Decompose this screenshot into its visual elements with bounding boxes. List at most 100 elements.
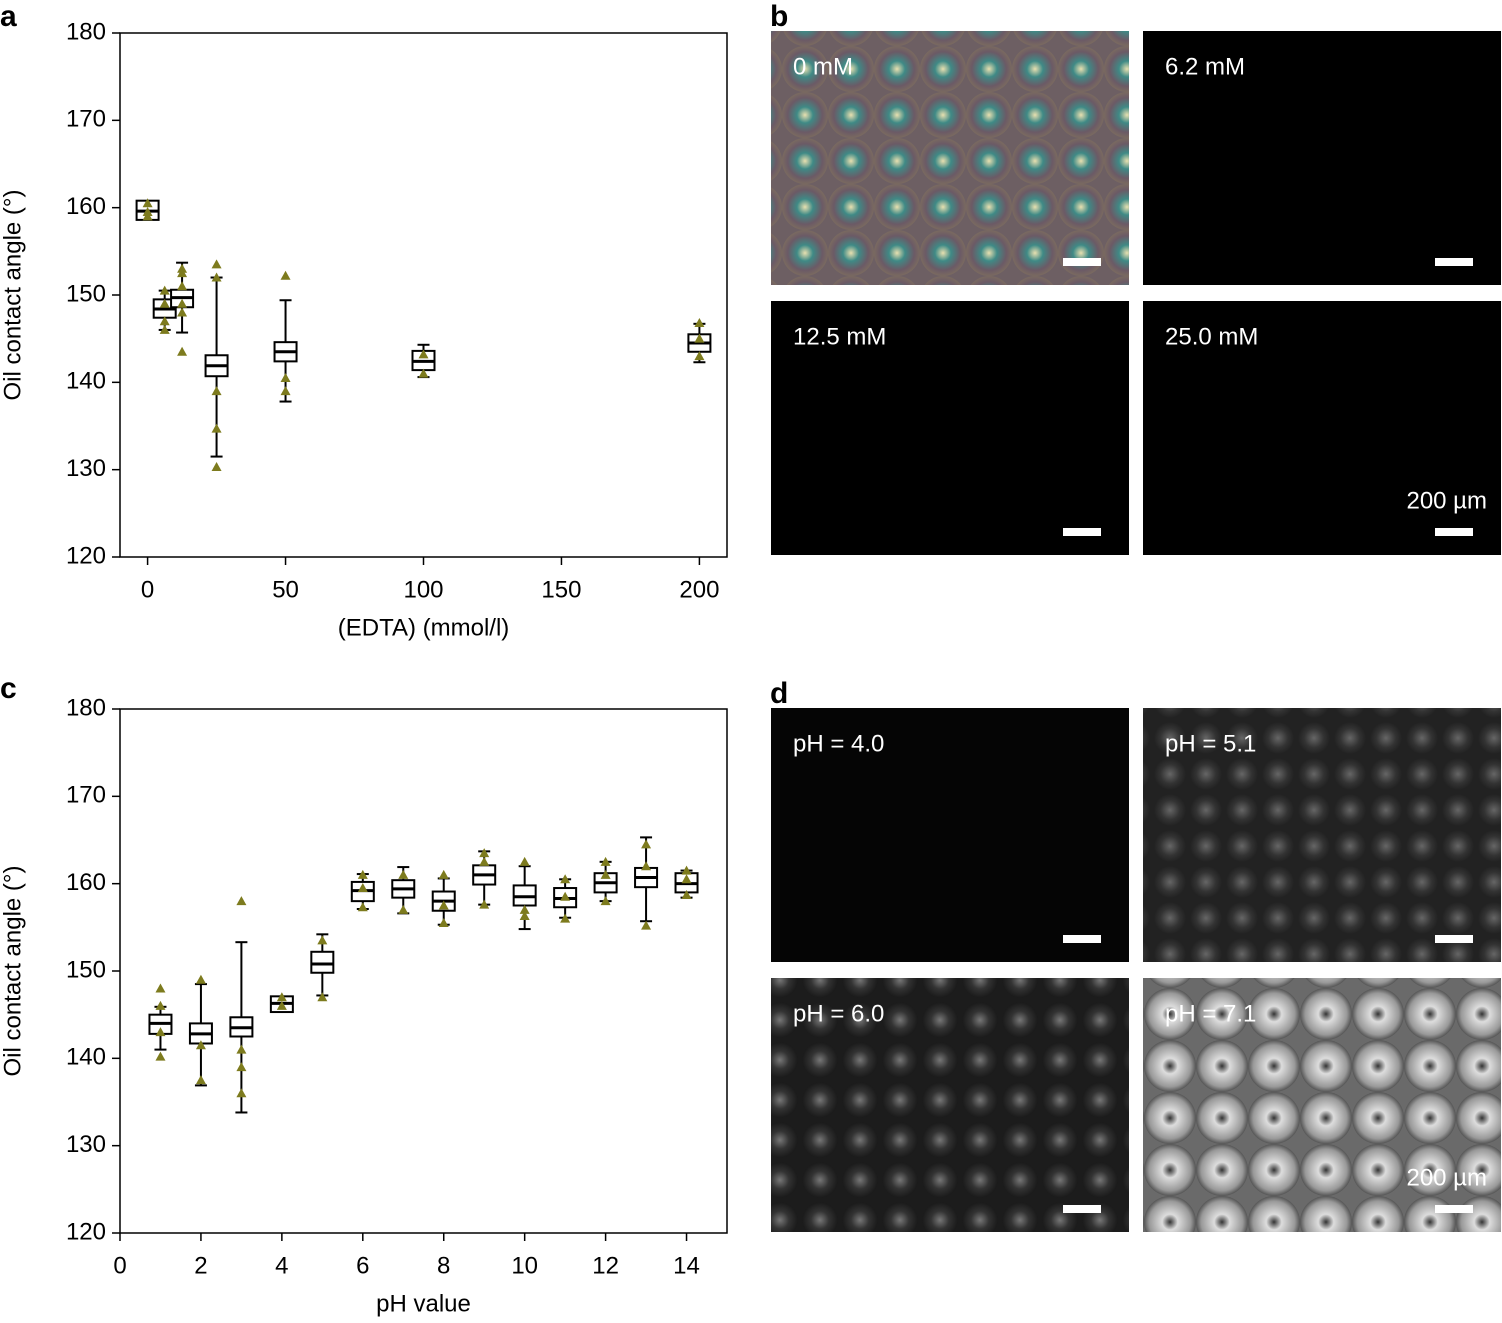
x-tick-label: 200	[679, 576, 719, 603]
data-point	[280, 270, 291, 280]
data-point	[560, 874, 571, 884]
tile-label: 25.0 mM	[1165, 323, 1258, 350]
data-point	[357, 902, 368, 912]
data-point	[519, 856, 530, 866]
data-point	[195, 1040, 206, 1050]
x-tick-label: 14	[673, 1252, 700, 1279]
micrograph	[771, 301, 1129, 555]
data-point	[418, 368, 429, 378]
tile-label: 12.5 mM	[793, 323, 886, 350]
data-point	[479, 856, 490, 866]
data-point	[236, 1088, 247, 1098]
data-point	[276, 992, 287, 1002]
micrograph	[1143, 301, 1501, 555]
data-point	[159, 298, 170, 308]
data-point	[211, 272, 222, 282]
data-point	[236, 1044, 247, 1054]
data-point	[177, 281, 188, 291]
data-point	[694, 333, 705, 343]
data-point	[155, 1000, 166, 1010]
y-tick-label: 170	[66, 782, 106, 809]
micrograph	[771, 978, 1129, 1232]
y-tick-label: 140	[66, 1044, 106, 1071]
data-point	[177, 268, 188, 278]
data-point	[438, 869, 449, 879]
micrograph	[1143, 708, 1501, 962]
data-point	[280, 372, 291, 382]
data-point	[317, 992, 328, 1002]
tile-label: pH = 7.1	[1165, 1000, 1256, 1027]
panel-label: c	[0, 672, 17, 705]
micrograph	[1143, 31, 1501, 285]
data-point	[155, 1027, 166, 1037]
data-point	[357, 869, 368, 879]
panel-label: d	[770, 677, 788, 710]
micrograph	[1143, 978, 1501, 1232]
box	[310, 950, 335, 974]
data-point	[177, 346, 188, 356]
data-point	[519, 904, 530, 914]
data-point	[398, 869, 409, 879]
data-point	[641, 861, 652, 871]
y-tick-label: 120	[66, 1218, 106, 1245]
panel-label: b	[770, 0, 788, 33]
plot-frame	[119, 708, 728, 1234]
y-tick-label: 160	[66, 193, 106, 220]
x-tick-label: 0	[141, 576, 154, 603]
scale-label: 200 µm	[1406, 487, 1487, 514]
data-point	[560, 913, 571, 923]
scale-bar	[1435, 258, 1473, 266]
scale-label: 200 µm	[1406, 1164, 1487, 1191]
scale-bar	[1063, 935, 1101, 943]
y-axis-label: Oil contact angle (°)	[0, 865, 26, 1076]
data-point	[681, 890, 692, 900]
scale-bar	[1063, 258, 1101, 266]
x-tick-label: 50	[272, 576, 299, 603]
data-point	[438, 917, 449, 927]
y-axis-label: Oil contact angle (°)	[0, 189, 26, 400]
data-point	[280, 386, 291, 396]
data-point	[155, 983, 166, 993]
x-tick-label: 150	[541, 576, 581, 603]
data-point	[211, 386, 222, 396]
data-point	[159, 285, 170, 295]
data-point	[236, 1062, 247, 1072]
y-tick-label: 160	[66, 869, 106, 896]
x-tick-label: 4	[275, 1252, 288, 1279]
x-axis-label: (EDTA) (mmol/l)	[338, 614, 510, 641]
y-tick-label: 150	[66, 956, 106, 983]
data-point	[159, 324, 170, 334]
data-point	[438, 900, 449, 910]
data-point	[600, 869, 611, 879]
data-point	[479, 848, 490, 858]
plot-frame	[119, 32, 728, 558]
data-point	[317, 935, 328, 945]
data-point	[418, 349, 429, 359]
y-tick-label: 150	[66, 280, 106, 307]
data-point	[560, 891, 571, 901]
scale-bar	[1435, 935, 1473, 943]
data-point	[600, 896, 611, 906]
data-point	[641, 920, 652, 930]
data-point	[694, 351, 705, 361]
data-point	[398, 904, 409, 914]
data-point	[142, 211, 153, 221]
scale-bar	[1435, 528, 1473, 536]
data-point	[641, 839, 652, 849]
x-axis-label: pH value	[376, 1290, 471, 1317]
y-tick-label: 170	[66, 106, 106, 133]
data-point	[195, 1075, 206, 1085]
tile-label: 0 mM	[793, 53, 853, 80]
data-point	[155, 1051, 166, 1061]
x-tick-label: 100	[403, 576, 443, 603]
data-point	[276, 1000, 287, 1010]
x-tick-label: 0	[113, 1252, 126, 1279]
micrograph	[771, 708, 1129, 962]
scale-bar	[1435, 1205, 1473, 1213]
data-point	[681, 865, 692, 875]
x-tick-label: 12	[592, 1252, 619, 1279]
data-point	[479, 899, 490, 909]
y-tick-label: 180	[66, 18, 106, 45]
y-tick-label: 130	[66, 455, 106, 482]
